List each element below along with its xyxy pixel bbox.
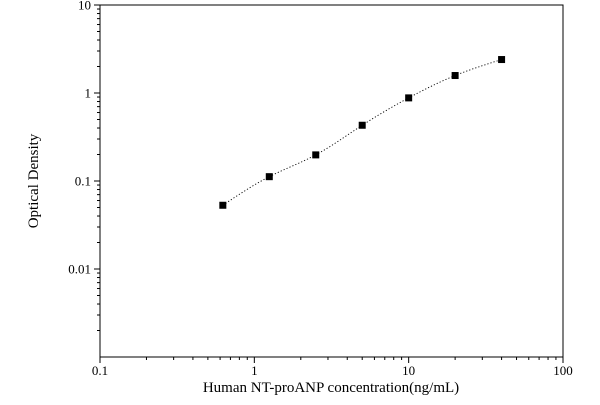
y-tick-label: 0.1 [75, 174, 91, 189]
data-point [451, 72, 459, 80]
x-tick-label: 10 [402, 363, 415, 378]
y-axis-label: Optical Density [26, 133, 42, 228]
x-tick-label: 1 [251, 363, 258, 378]
ticks-layer: 0.1 1 10 100 10 1 0.1 0.01 [68, 0, 573, 378]
data-point [265, 173, 273, 181]
x-axis-label: Human NT-proANP concentration(ng/mL) [203, 380, 459, 396]
x-tick-label: 100 [553, 363, 573, 378]
plot-frame [99, 4, 564, 358]
y-tick-label: 0.01 [68, 262, 91, 277]
data-point [219, 201, 227, 209]
points-layer [219, 56, 506, 209]
fit-curve [222, 59, 502, 206]
data-point [405, 94, 413, 102]
y-tick-label: 10 [78, 0, 91, 13]
data-point [312, 151, 320, 159]
x-tick-label: 0.1 [92, 363, 108, 378]
data-point [358, 121, 366, 129]
y-tick-label: 1 [85, 86, 92, 101]
data-point [498, 56, 506, 64]
